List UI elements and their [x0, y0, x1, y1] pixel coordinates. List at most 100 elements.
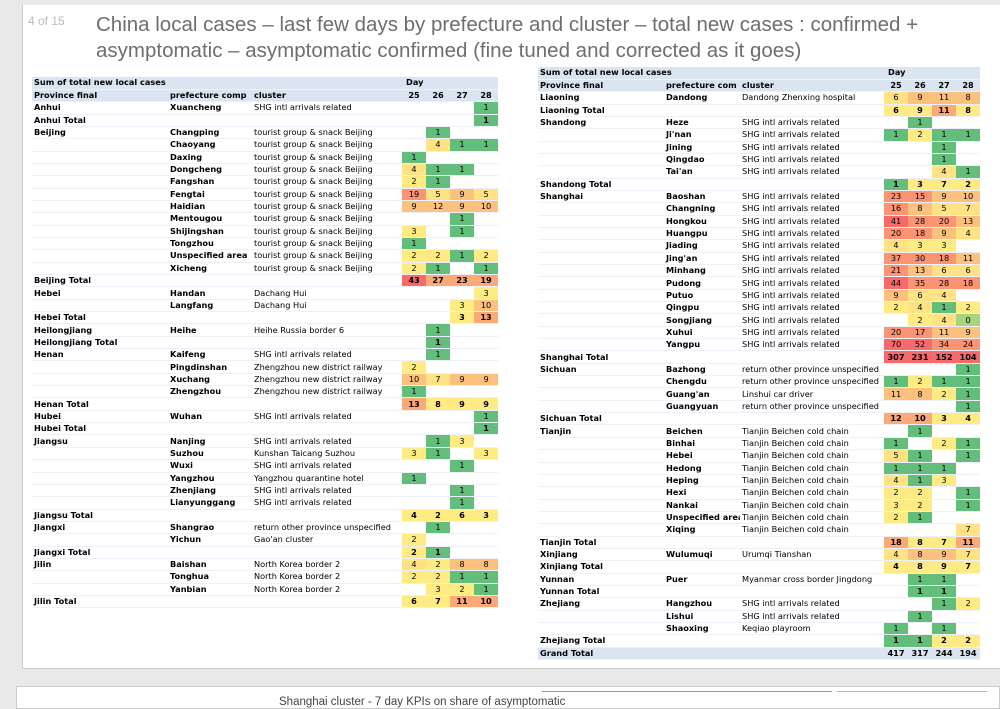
prefecture-cell[interactable]: Yanbian	[168, 583, 252, 596]
province-field-button[interactable]: Province final	[32, 89, 168, 103]
prefecture-cell[interactable]: Fengtai	[168, 188, 252, 201]
prefecture-cell[interactable]: Lianyunggang	[168, 496, 252, 510]
province-expand-toggle[interactable]: Liaoning	[538, 91, 664, 105]
province-expand-toggle[interactable]: Jiangxi	[32, 521, 168, 535]
prefecture-cell[interactable]: Xuhui	[664, 326, 740, 340]
province-total-label: Liaoning Total	[538, 103, 885, 117]
value-cell	[426, 459, 451, 473]
prefecture-cell[interactable]: Heze	[664, 116, 740, 130]
province-expand-toggle[interactable]: Jiangsu	[32, 434, 168, 448]
prefecture-cell[interactable]: Hongkou	[664, 215, 740, 228]
day-field-button[interactable]: Day	[884, 67, 981, 80]
prefecture-cell[interactable]: Putuo	[664, 289, 740, 303]
prefecture-cell[interactable]: Hedong	[664, 462, 740, 475]
prefecture-cell[interactable]: Hexi	[664, 486, 740, 500]
prefecture-cell[interactable]: Daxing	[168, 151, 252, 164]
province-expand-toggle[interactable]: Shanghai	[538, 190, 664, 204]
prefecture-cell[interactable]: Wuxi	[168, 459, 252, 473]
province-expand-toggle[interactable]: Zhejiang	[538, 597, 664, 611]
prefecture-cell[interactable]: Shaoxing	[664, 622, 740, 636]
prefecture-cell[interactable]: Puer	[664, 573, 740, 586]
province-field-button[interactable]: Province final	[538, 79, 664, 93]
prefecture-cell[interactable]: Chengdu	[664, 375, 740, 389]
prefecture-cell[interactable]: Baishan	[168, 558, 252, 572]
prefecture-cell[interactable]: Beichen	[664, 424, 740, 438]
prefecture-cell[interactable]: Bazhong	[664, 363, 740, 377]
prefecture-cell[interactable]: Dongcheng	[168, 163, 252, 177]
prefecture-cell[interactable]: Tonghua	[168, 570, 252, 584]
prefecture-field-button[interactable]: prefecture com	[664, 79, 740, 93]
province-expand-toggle[interactable]: Anhui	[32, 101, 168, 115]
cluster-field-button[interactable]: cluster	[740, 79, 885, 93]
prefecture-cell[interactable]: Qingpu	[664, 301, 740, 315]
prefecture-cell[interactable]: Baoshan	[664, 190, 740, 204]
province-expand-toggle[interactable]: Tianjin	[538, 424, 664, 438]
province-expand-toggle[interactable]: Henan	[32, 348, 168, 362]
province-expand-toggle[interactable]: Yunnan	[538, 573, 664, 586]
prefecture-cell[interactable]: Jining	[664, 141, 740, 154]
prefecture-cell[interactable]: Kaifeng	[168, 348, 252, 362]
prefecture-cell[interactable]: Yangzhou	[168, 472, 252, 485]
prefecture-cell[interactable]: Shangrao	[168, 521, 252, 535]
prefecture-cell[interactable]: Hangzhou	[664, 597, 740, 611]
prefecture-cell[interactable]: Changning	[664, 202, 740, 216]
prefecture-cell[interactable]: Yangpu	[664, 338, 740, 352]
prefecture-cell[interactable]: Tai'an	[664, 165, 740, 179]
prefecture-cell[interactable]: Huangpu	[664, 227, 740, 241]
prefecture-cell[interactable]: Suzhou	[168, 447, 252, 461]
value-cell: 1	[956, 165, 981, 179]
prefecture-cell[interactable]: Songjiang	[664, 313, 740, 327]
province-expand-toggle[interactable]: Sichuan	[538, 363, 664, 377]
total-row: Shandong Total 1 3 7 2	[538, 177, 981, 191]
province-expand-toggle[interactable]: Hebei	[32, 286, 168, 300]
value-cell	[402, 335, 427, 350]
prefecture-cell[interactable]: Changping	[168, 126, 252, 140]
prefecture-cell[interactable]: Zhenjiang	[168, 484, 252, 498]
prefecture-cell[interactable]: Chaoyang	[168, 138, 252, 152]
province-expand-toggle[interactable]: Shandong	[538, 116, 664, 130]
prefecture-cell[interactable]: Handan	[168, 286, 252, 300]
province-expand-toggle[interactable]: Xinjiang	[538, 548, 664, 562]
prefecture-cell[interactable]: Shijingshan	[168, 225, 252, 238]
prefecture-cell[interactable]: Minhang	[664, 264, 740, 278]
prefecture-cell[interactable]: Ji'nan	[664, 128, 740, 142]
day-field-button[interactable]: Day	[402, 77, 499, 90]
prefecture-cell[interactable]: Unspecified area	[168, 249, 252, 263]
prefecture-cell[interactable]: Guang'an	[664, 387, 740, 401]
province-expand-toggle[interactable]: Heilongjiang	[32, 323, 168, 337]
prefecture-cell[interactable]: Fangshan	[168, 175, 252, 189]
prefecture-cell[interactable]: Heihe	[168, 323, 252, 337]
prefecture-cell[interactable]: Xuancheng	[168, 101, 252, 115]
prefecture-cell[interactable]: Yichun	[168, 533, 252, 547]
prefecture-cell[interactable]: Mentougou	[168, 212, 252, 226]
prefecture-cell[interactable]: Dandong	[664, 91, 740, 105]
prefecture-cell[interactable]: Nankai	[664, 499, 740, 512]
province-expand-toggle[interactable]: Hubei	[32, 410, 168, 424]
prefecture-cell[interactable]: Jiading	[664, 239, 740, 253]
prefecture-cell[interactable]: Wulumuqi	[664, 548, 740, 562]
prefecture-cell[interactable]: Zhengzhou	[168, 385, 252, 399]
prefecture-cell[interactable]: Hebei	[664, 449, 740, 463]
prefecture-cell[interactable]: Xiqing	[664, 523, 740, 537]
prefecture-cell[interactable]: Langfang	[168, 299, 252, 313]
province-expand-toggle[interactable]: Beijing	[32, 126, 168, 140]
prefecture-field-button[interactable]: prefecture comp	[168, 89, 252, 103]
province-expand-toggle[interactable]: Jilin	[32, 558, 168, 572]
prefecture-cell[interactable]: Pudong	[664, 276, 740, 290]
prefecture-cell[interactable]: Lishui	[664, 610, 740, 623]
prefecture-cell[interactable]: Xuchang	[168, 373, 252, 387]
prefecture-cell[interactable]: Haidian	[168, 200, 252, 214]
value-cell: 9	[474, 373, 499, 387]
cluster-field-button[interactable]: cluster	[252, 89, 403, 103]
prefecture-cell[interactable]: Jing'an	[664, 252, 740, 266]
prefecture-cell[interactable]: Guangyuan	[664, 400, 740, 414]
prefecture-cell[interactable]: Qingdao	[664, 153, 740, 167]
prefecture-cell[interactable]: Xicheng	[168, 262, 252, 276]
prefecture-cell[interactable]: Nanjing	[168, 434, 252, 448]
prefecture-cell[interactable]: Pingdinshan	[168, 360, 252, 374]
prefecture-cell[interactable]: Wuhan	[168, 410, 252, 424]
prefecture-cell[interactable]: Unspecified area	[664, 511, 740, 525]
prefecture-cell[interactable]: Binhai	[664, 437, 740, 451]
prefecture-cell[interactable]: Tongzhou	[168, 237, 252, 251]
prefecture-cell[interactable]: Heping	[664, 474, 740, 488]
